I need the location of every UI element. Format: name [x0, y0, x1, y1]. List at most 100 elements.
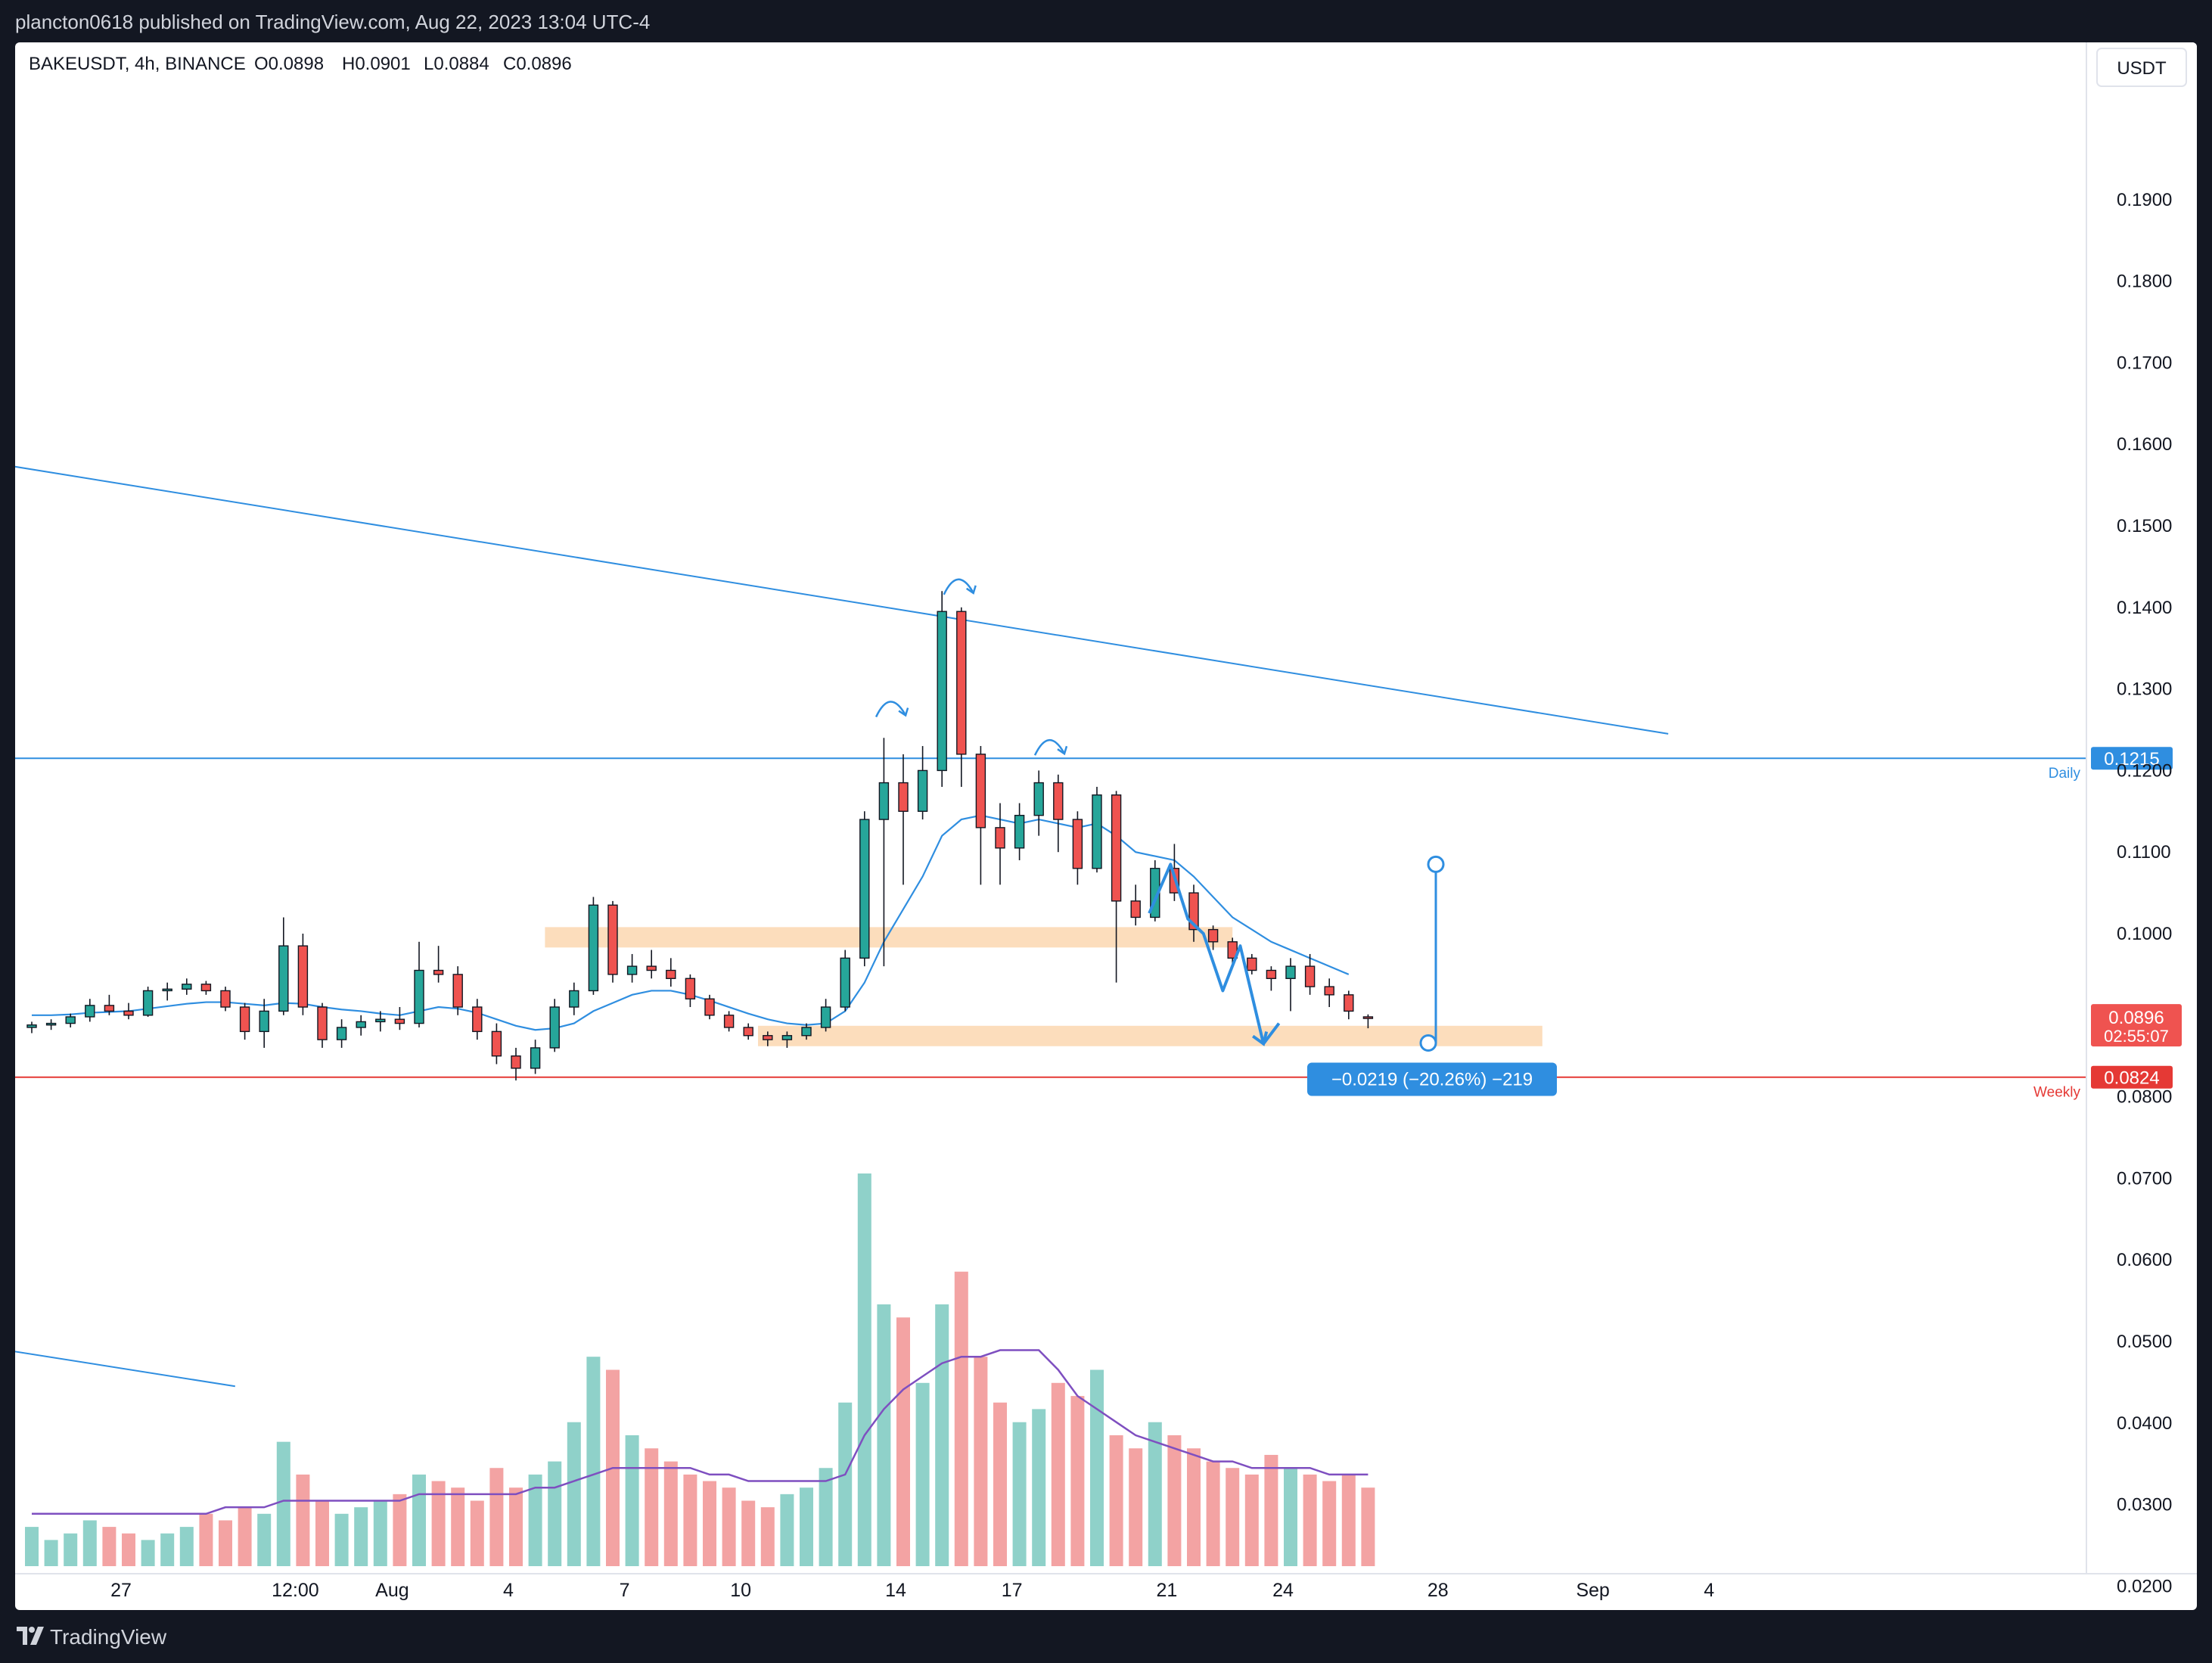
- y-tick-label: 0.1300: [2117, 679, 2172, 700]
- candle-body: [278, 945, 289, 1012]
- candle-body: [491, 1030, 502, 1057]
- peak-arrow-1: [875, 701, 906, 718]
- candle-body: [239, 1006, 250, 1033]
- candle: [743, 1023, 753, 1040]
- candle: [878, 738, 890, 967]
- x-tick-label: 21: [1156, 1580, 1177, 1601]
- candle-body: [937, 611, 947, 772]
- y-tick-label: 0.1500: [2117, 516, 2172, 536]
- candle: [317, 1002, 328, 1048]
- tradingview-brand: TradingView: [50, 1625, 167, 1649]
- candle: [1130, 884, 1141, 926]
- candle-body: [704, 998, 715, 1016]
- volume-bar: [1167, 1435, 1182, 1566]
- legend-low: L0.0884: [424, 54, 489, 74]
- candle: [394, 1007, 405, 1030]
- candle: [549, 999, 560, 1052]
- candle: [975, 746, 986, 885]
- candle: [278, 917, 289, 1015]
- candle: [995, 803, 1005, 885]
- candle-body: [743, 1027, 753, 1037]
- candle: [297, 934, 309, 1015]
- volume-bar: [122, 1533, 135, 1566]
- volume-bar: [257, 1513, 272, 1566]
- volume-bar: [954, 1271, 968, 1566]
- y-tick-label: 0.0200: [2117, 1576, 2172, 1596]
- candle: [336, 1019, 347, 1048]
- candle-body: [1014, 814, 1025, 849]
- x-tick-label: 14: [885, 1580, 906, 1601]
- candle-body: [1362, 1016, 1374, 1019]
- candle: [685, 974, 696, 1008]
- candle-body: [898, 782, 909, 813]
- candle-body: [142, 990, 154, 1016]
- volume-bar: [431, 1481, 446, 1566]
- volume-bar: [877, 1304, 891, 1566]
- volume-bar: [1090, 1369, 1104, 1566]
- x-tick-label: 12:00: [272, 1580, 319, 1601]
- candle-body: [433, 969, 444, 975]
- candle: [801, 1023, 812, 1040]
- x-tick-label: 10: [730, 1580, 751, 1601]
- volume-bar: [625, 1435, 639, 1566]
- candle: [26, 1021, 37, 1034]
- volume-bar: [915, 1382, 930, 1566]
- zones-layer: [545, 927, 1542, 1046]
- candle-body: [569, 990, 579, 1008]
- volume-bar: [1284, 1468, 1297, 1566]
- candle: [162, 982, 172, 1001]
- currency-button[interactable]: USDT: [2096, 48, 2187, 87]
- currency-button-label: USDT: [2117, 58, 2167, 79]
- volume-bar: [838, 1402, 853, 1566]
- volume-bar: [393, 1494, 407, 1566]
- volume-bar: [741, 1500, 756, 1566]
- volume-bar: [722, 1487, 736, 1566]
- volume-bar: [1303, 1474, 1317, 1566]
- candle-body: [472, 1006, 483, 1033]
- x-tick-label: 4: [503, 1580, 514, 1601]
- price-chart[interactable]: Daily Weekly −0.0219 (−20.26%) −219 0.121…: [15, 42, 2197, 1610]
- x-tick-label: Aug: [375, 1580, 409, 1601]
- volume-bar: [276, 1441, 290, 1566]
- candle-body: [917, 769, 928, 813]
- volume-bar: [451, 1487, 465, 1566]
- published-caption: plancton0618 published on TradingView.co…: [15, 11, 651, 33]
- candle: [511, 1047, 521, 1081]
- trendline-1: [15, 465, 1669, 735]
- candle-body: [394, 1018, 405, 1024]
- volume-bar: [1341, 1474, 1356, 1566]
- candle-body: [1324, 986, 1334, 996]
- volume-bar: [509, 1487, 523, 1566]
- candle-body: [588, 904, 599, 992]
- volume-bar: [645, 1448, 659, 1566]
- candle: [1304, 953, 1316, 995]
- time-axis[interactable]: 27 12:00 Aug 4 7 10 14 17 21 24 28 Sep 4: [15, 1573, 2197, 1601]
- candle-body: [200, 984, 212, 992]
- chart-frame[interactable]: Daily Weekly −0.0219 (−20.26%) −219 0.121…: [15, 42, 2197, 1610]
- volume-bar: [1322, 1481, 1337, 1566]
- volume-bar: [315, 1500, 329, 1566]
- candle-body: [1285, 965, 1296, 979]
- x-tick-label: 7: [620, 1580, 630, 1601]
- daily-level-tag: [2091, 747, 2173, 770]
- current-price-value: 0.0896: [2108, 1008, 2164, 1028]
- candle: [375, 1011, 386, 1032]
- volume-bar: [412, 1474, 426, 1566]
- volume-bar: [1361, 1487, 1375, 1566]
- top-bar: plancton0618 published on TradingView.co…: [0, 0, 2212, 42]
- price-axis[interactable]: 0.1215 0.0824 0.1900 0.1800 0.1700 0.1600 0.15…: [2086, 42, 2197, 1596]
- candle-body: [975, 754, 986, 828]
- candle-body: [336, 1027, 347, 1040]
- x-tick-label: 4: [1704, 1580, 1714, 1601]
- candle: [607, 900, 618, 983]
- candle: [452, 966, 463, 1015]
- y-tick-label: 0.0600: [2117, 1250, 2172, 1270]
- candle: [1092, 786, 1102, 873]
- candle: [1111, 791, 1122, 983]
- measure-label-box: [1307, 1062, 1557, 1096]
- volume-bar: [1187, 1448, 1201, 1566]
- volume-bar: [663, 1461, 678, 1566]
- y-tick-label: 0.0400: [2117, 1413, 2172, 1434]
- candle: [1324, 978, 1334, 1008]
- tradingview-logo-icon: [17, 1627, 44, 1645]
